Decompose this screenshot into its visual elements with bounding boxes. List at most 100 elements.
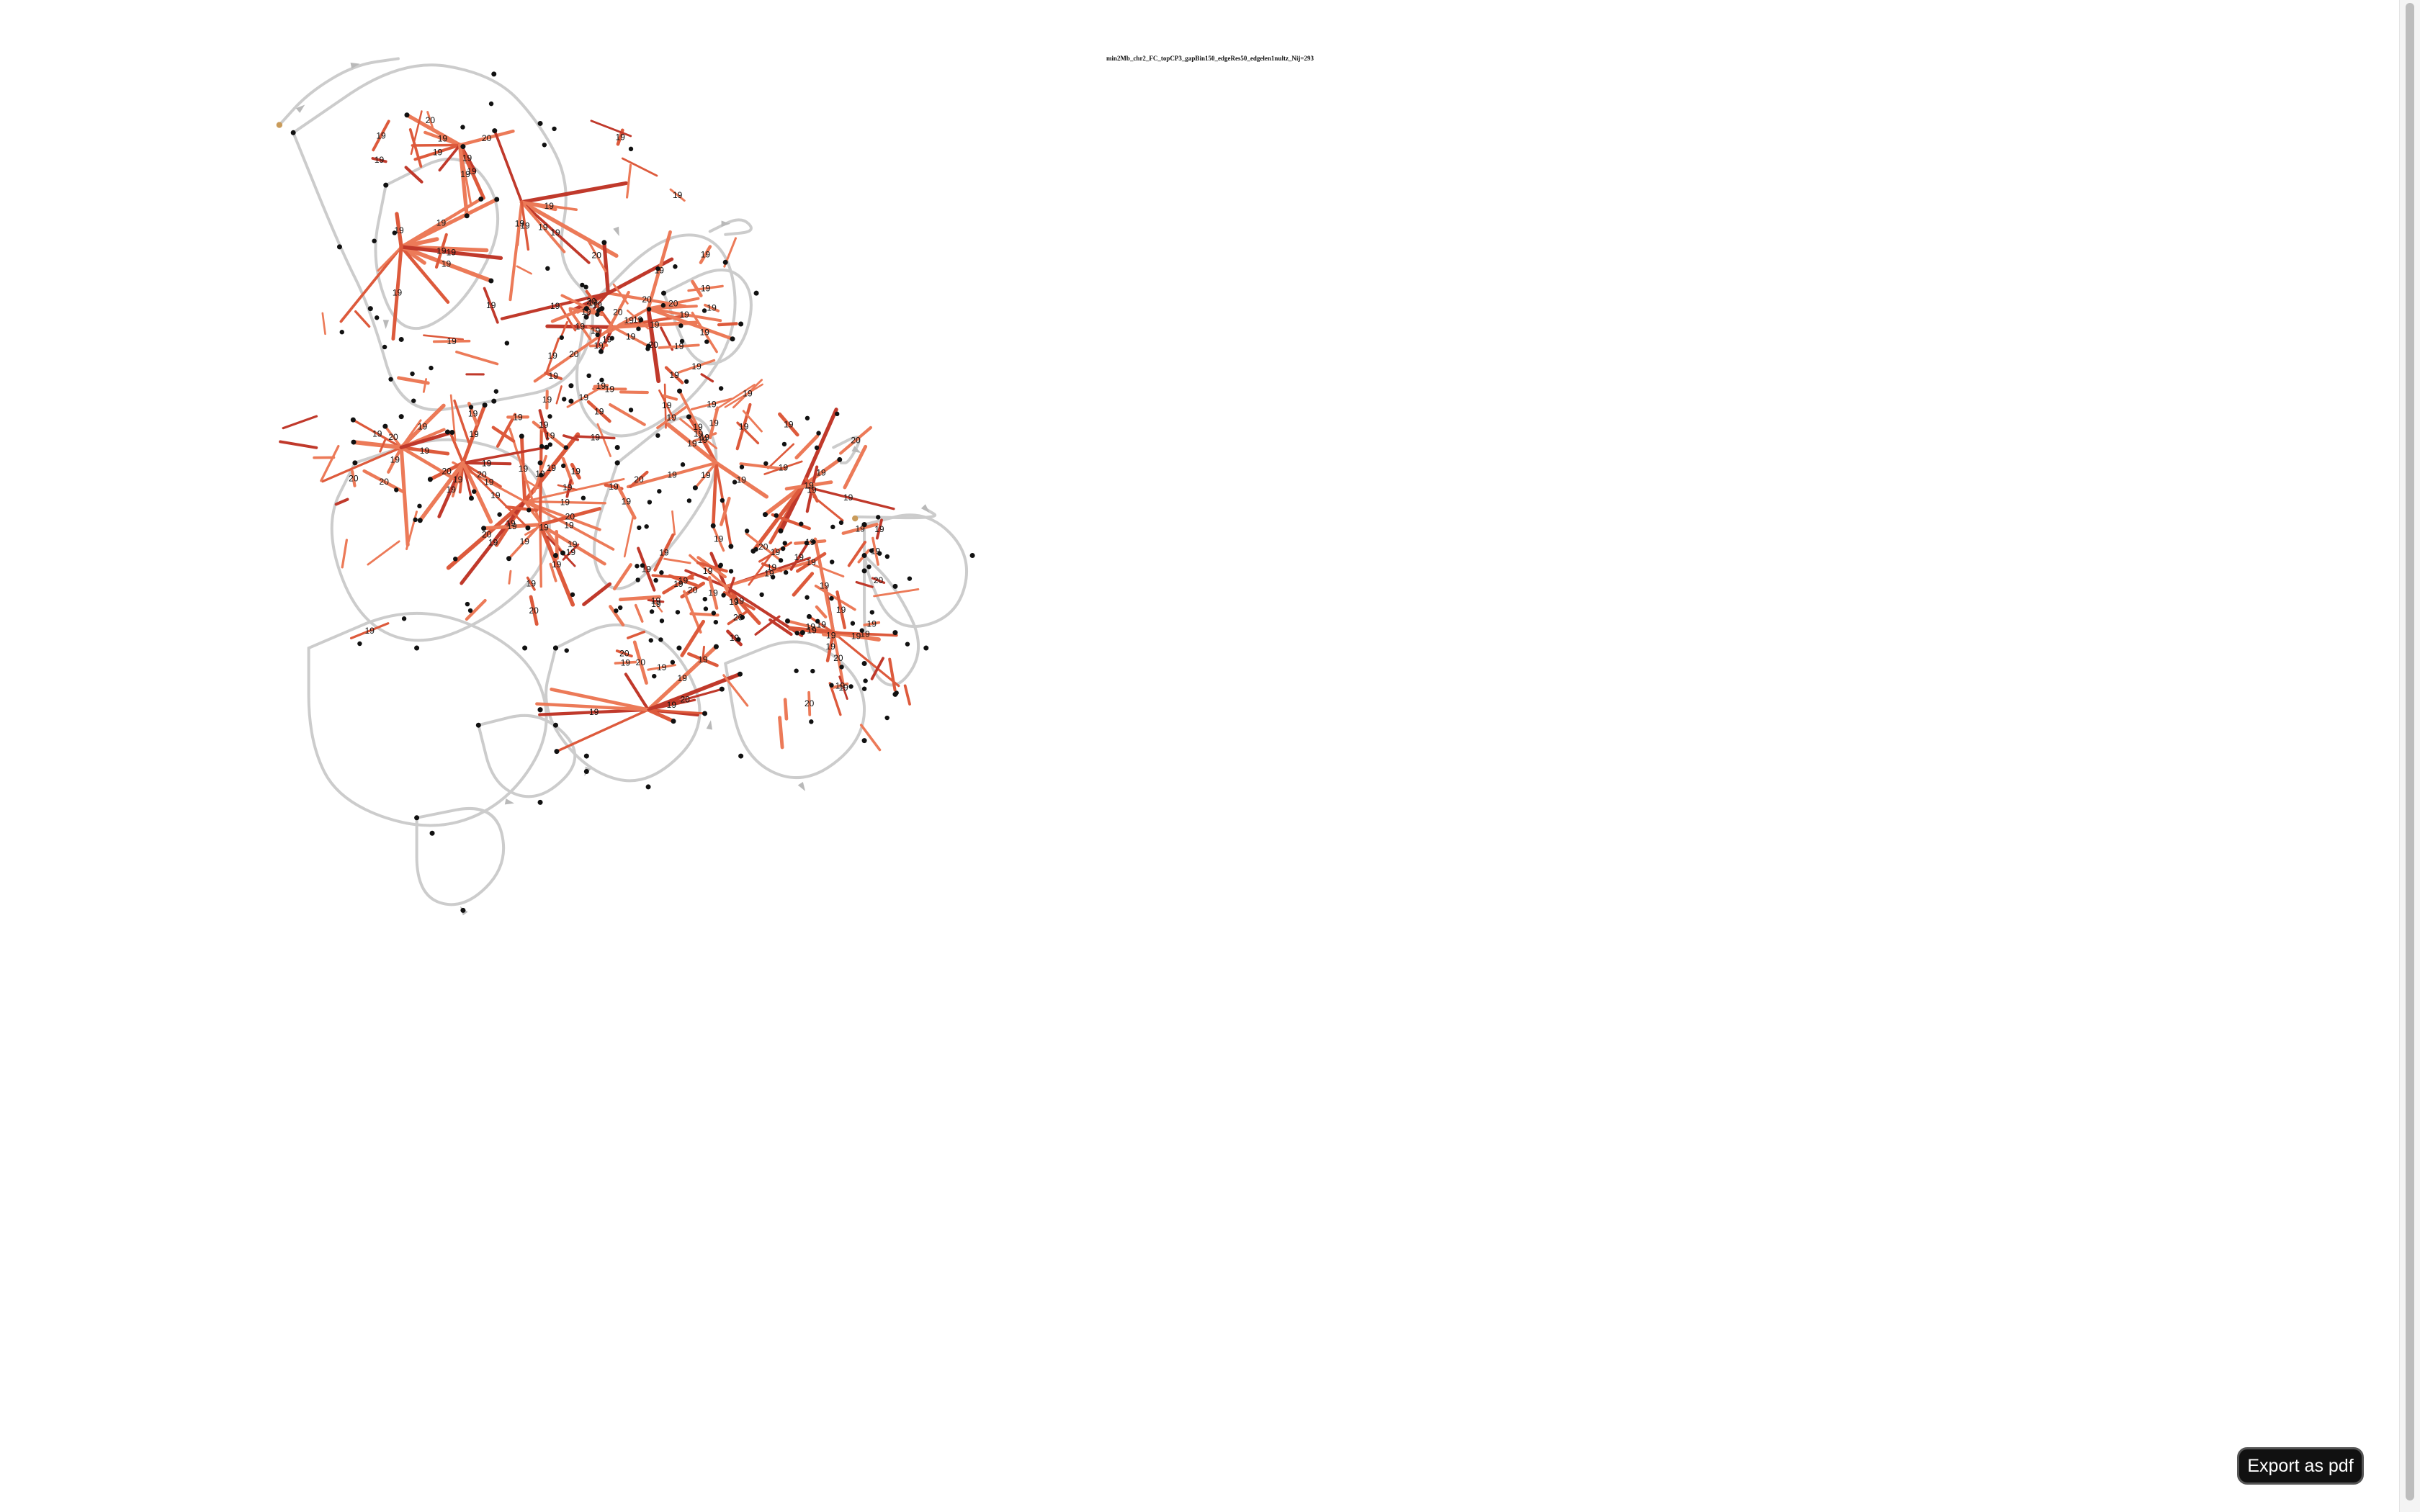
edge-label: 20 <box>586 296 596 306</box>
edge-label: 19 <box>447 336 457 346</box>
graph-node <box>713 644 719 649</box>
weighted-edge <box>399 244 493 283</box>
graph-node <box>660 302 666 308</box>
weighted-edge <box>711 461 718 528</box>
weighted-edge <box>841 523 879 535</box>
weighted-edge <box>349 622 390 639</box>
graph-node <box>736 636 741 642</box>
gray-edge <box>863 513 968 629</box>
graph-node <box>829 683 834 688</box>
edge-label: 19 <box>589 707 599 717</box>
weighted-edge <box>320 444 340 482</box>
graph-node <box>738 753 744 759</box>
graph-node <box>720 498 725 503</box>
gray-edge <box>415 806 506 906</box>
edge-arrow-marker <box>851 446 861 454</box>
graph-node <box>810 668 815 674</box>
edge-label: 19 <box>851 631 861 641</box>
graph-node <box>718 386 724 391</box>
weighted-edge <box>871 577 886 585</box>
edge-label: 20 <box>758 541 768 552</box>
graph-node <box>561 463 566 469</box>
graph-node <box>583 306 589 312</box>
edge-label: 20 <box>529 606 539 616</box>
weighted-edge <box>615 649 633 658</box>
graph-node <box>504 341 510 346</box>
weighted-edge <box>707 575 719 610</box>
graph-node <box>732 480 738 485</box>
weighted-edge <box>538 708 650 716</box>
edge-label: 19 <box>436 218 447 228</box>
edge-label: 19 <box>650 320 660 330</box>
weighted-edge <box>637 546 656 592</box>
vertical-scrollbar[interactable] <box>2399 0 2420 1512</box>
graph-node <box>794 631 799 636</box>
weighted-edge <box>650 305 698 310</box>
weighted-edge <box>524 526 539 536</box>
graph-node <box>537 799 543 805</box>
weighted-edge <box>612 283 629 305</box>
graph-title: min2Mb_chr2_FC_topCP3_gapBin150_edgeRes5… <box>1106 55 1314 62</box>
weighted-edge <box>658 343 700 349</box>
graph-node <box>290 130 296 135</box>
edge-label: 20 <box>442 466 452 476</box>
weighted-edge <box>397 376 430 385</box>
graph-node <box>417 518 423 523</box>
edge-label: 20 <box>565 512 575 522</box>
graph-node <box>730 336 735 342</box>
weighted-edge <box>649 595 663 613</box>
weighted-edge <box>351 469 357 487</box>
edge-label: 19 <box>507 521 517 531</box>
edge-label: 20 <box>642 294 652 305</box>
weighted-edge <box>399 245 503 261</box>
edge-label: 19 <box>667 469 677 480</box>
scrollbar-thumb[interactable] <box>2406 3 2414 1500</box>
graph-node <box>506 556 512 562</box>
weighted-edge <box>535 702 650 711</box>
edge-label: 19 <box>552 559 562 570</box>
weighted-edge <box>508 200 524 302</box>
edge-label: 19 <box>621 657 631 667</box>
weighted-edge <box>282 415 318 430</box>
graph-node <box>805 595 810 600</box>
weighted-edge <box>761 562 783 572</box>
weighted-edge <box>646 644 719 712</box>
edge-label: 19 <box>571 466 581 476</box>
edge-label: 19 <box>535 469 545 479</box>
weighted-edge <box>555 385 563 405</box>
graph-node <box>652 673 657 679</box>
graph-node <box>398 414 404 420</box>
weighted-edge <box>616 483 637 520</box>
weighted-edge <box>651 574 694 580</box>
graph-node <box>816 431 821 436</box>
graph-node <box>488 278 494 284</box>
weighted-edge <box>341 539 349 569</box>
weighted-edge <box>566 387 601 408</box>
edge-label: 19 <box>835 680 846 690</box>
export-pdf-button[interactable]: Export as pdf <box>2237 1447 2364 1485</box>
weighted-edge <box>714 461 768 499</box>
gray-edge <box>724 640 866 780</box>
weighted-edge <box>399 403 446 450</box>
weighted-edge <box>691 311 718 354</box>
edge-label: 20 <box>380 477 390 487</box>
graph-node <box>655 266 660 271</box>
graph-node <box>763 461 768 466</box>
graph-node <box>892 583 898 589</box>
weighted-edge <box>634 603 644 623</box>
edge-label: 19 <box>714 534 724 544</box>
weighted-edge <box>722 674 749 707</box>
weighted-edge <box>399 197 483 249</box>
edge-label: 19 <box>447 485 457 495</box>
weighted-edge <box>712 526 725 552</box>
graph-node <box>648 638 653 643</box>
graph-node <box>492 128 498 134</box>
graph-node <box>357 641 362 647</box>
graph-node <box>884 554 890 559</box>
graph-node <box>636 326 641 331</box>
gray-edge <box>575 233 737 438</box>
graph-node <box>894 690 899 696</box>
weighted-edge <box>678 359 716 374</box>
graph-node <box>722 259 728 265</box>
